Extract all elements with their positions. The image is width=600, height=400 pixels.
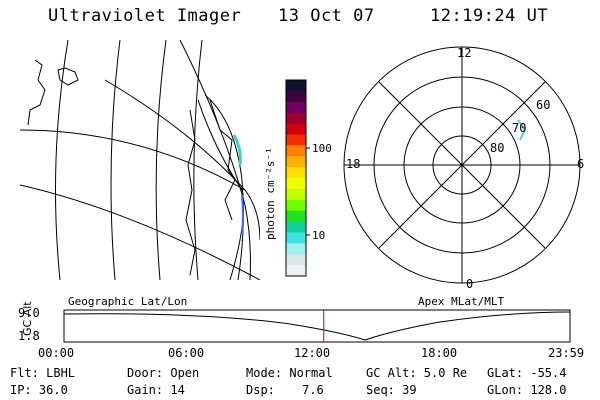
colorbar-band	[286, 178, 306, 190]
mlt-label-0: 0	[466, 277, 474, 291]
colorbar-gradient	[286, 80, 306, 277]
colorbar-band	[286, 123, 306, 135]
colorbar-band	[286, 101, 306, 114]
altitude-timeline: GC Alt	[21, 301, 571, 343]
meridian-line	[193, 40, 203, 280]
mlt-label-6: 6	[577, 157, 585, 171]
x-tick-2359: 23:59	[548, 346, 585, 360]
meridian-line	[110, 40, 121, 280]
emission-patch	[241, 194, 244, 236]
colorbar-band	[286, 243, 306, 255]
apex-caption: Apex MLat/MLT	[418, 295, 505, 308]
colorbar-band	[286, 254, 306, 266]
limb-line	[197, 99, 244, 280]
coastline	[57, 67, 79, 86]
time-label: 12:19:24 UT	[430, 6, 549, 26]
gc-alt-axis-label: GC Alt	[21, 301, 34, 336]
colorbar-band	[286, 188, 306, 201]
y-tick-9: 9.0	[18, 306, 40, 320]
coastline	[209, 99, 236, 221]
seq-status: Seq: 39	[366, 383, 417, 397]
colorbar-band	[286, 265, 306, 277]
colorbar-band	[286, 80, 306, 92]
colorbar	[285, 79, 310, 277]
colorbar-band	[286, 112, 306, 125]
colorbar-band	[286, 134, 306, 146]
colorbar-band	[286, 145, 306, 157]
colorbar-band	[286, 167, 306, 179]
ip-status: IP: 36.0	[10, 383, 68, 397]
lat-label-80: 80	[490, 141, 505, 155]
emission-patch	[232, 134, 242, 166]
parallel-line	[104, 79, 260, 241]
lat-label-70: 70	[512, 121, 527, 135]
x-tick-0600: 06:00	[168, 346, 205, 360]
meridian-line	[55, 40, 69, 280]
colorbar-band	[286, 90, 306, 103]
date-label: 13 Oct 07	[278, 6, 375, 26]
x-tick-1200: 12:00	[294, 346, 331, 360]
gc-alt-status: GC Alt: 5.0 Re	[366, 366, 468, 380]
altitude-curve	[63, 311, 571, 341]
colorbar-band	[286, 210, 306, 223]
geographic-caption: Geographic Lat/Lon	[68, 295, 188, 308]
parallel-line	[20, 129, 246, 191]
door-status: Door: Open	[127, 366, 200, 380]
parallel-line	[20, 184, 260, 280]
colorbar-band	[286, 156, 306, 168]
x-tick-1800: 18:00	[421, 346, 458, 360]
colorbar-tick-10: 10	[312, 229, 326, 242]
dsp-value: 7.6	[302, 383, 324, 397]
mode-status: Mode: Normal	[246, 366, 333, 380]
instrument-title: Ultraviolet Imager	[48, 6, 242, 26]
glon-status: GLon: 128.0	[487, 383, 567, 397]
polar-plot	[343, 46, 581, 284]
geographic-map	[20, 40, 260, 280]
filter-status: Flt: LBHL	[10, 366, 76, 380]
colorbar-unit-label: photon cm⁻²s⁻¹	[264, 147, 277, 240]
colorbar-band	[286, 221, 306, 233]
emission-patch	[517, 119, 527, 141]
meridian-line	[179, 40, 251, 280]
x-tick-0000: 00:00	[38, 346, 75, 360]
mlt-label-12: 12	[457, 46, 472, 60]
glat-status: GLat: -55.4	[487, 366, 567, 380]
lat-label-60: 60	[536, 98, 551, 112]
limb-line	[204, 94, 244, 280]
gain-status: Gain: 14	[127, 383, 185, 397]
y-tick-1-8: 1.8	[18, 329, 40, 343]
colorbar-band	[286, 232, 306, 244]
coastline	[185, 109, 196, 276]
dsp-label: Dsp:	[246, 383, 275, 397]
meridian-line	[155, 40, 167, 280]
mlt-label-18: 18	[346, 157, 361, 171]
colorbar-band	[286, 199, 306, 212]
coastline	[27, 59, 46, 126]
colorbar-tick-100: 100	[312, 142, 332, 155]
